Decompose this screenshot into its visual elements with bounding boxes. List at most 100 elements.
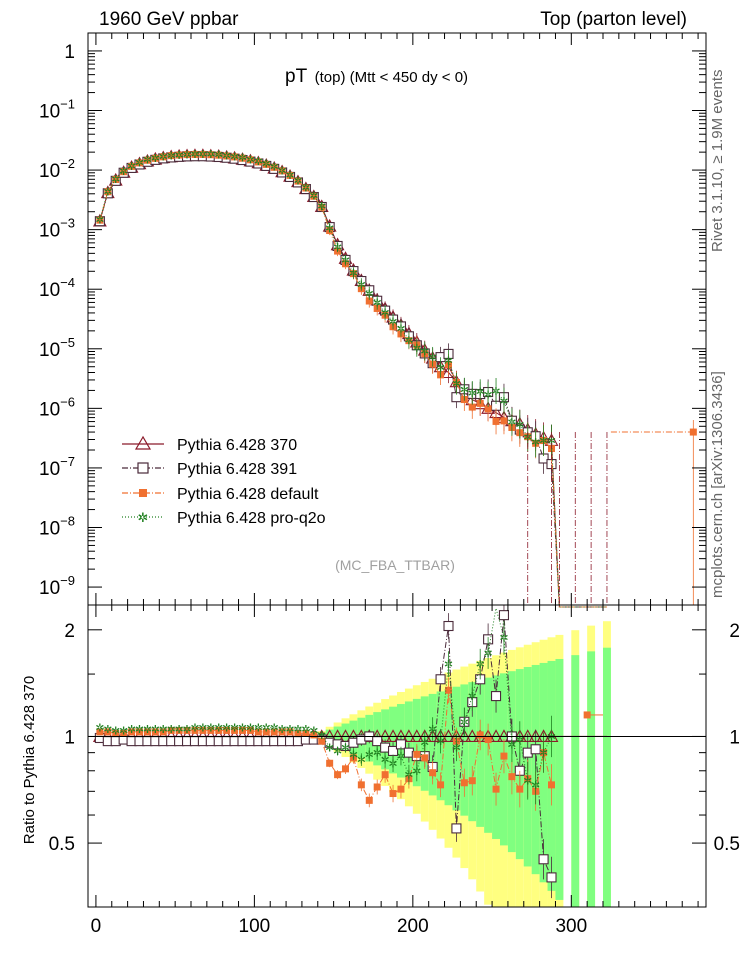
point-filled-square (231, 726, 239, 734)
ratio-tick-label: 1 (64, 727, 75, 748)
point-star: ✲ (412, 765, 421, 778)
point-filled-square (500, 752, 508, 760)
y-tick-label: 10−6 (39, 394, 75, 420)
point-star: ✲ (198, 148, 207, 161)
ratio-line-3 (99, 608, 552, 786)
point-star: ✲ (222, 149, 231, 162)
point-open-square (546, 872, 557, 883)
point-filled-square (413, 750, 421, 758)
default-far-point (610, 420, 697, 605)
point-star: ✲ (143, 154, 152, 167)
point-filled-square (381, 771, 389, 779)
point-filled-square (373, 783, 381, 791)
point-filled-square (365, 297, 373, 305)
point-filled-square (175, 726, 183, 734)
point-star: ✲ (357, 754, 366, 767)
point-star: ✲ (365, 287, 374, 300)
point-filled-square (508, 773, 516, 781)
point-filled-square (484, 405, 492, 413)
point-star: ✲ (531, 436, 540, 449)
legend-marker-triangle (134, 435, 152, 450)
point-star: ✲ (460, 383, 469, 396)
x-tick-label: 200 (397, 916, 429, 937)
stat-band (476, 679, 485, 827)
point-star: ✲ (357, 278, 366, 291)
point-filled-square (191, 150, 199, 158)
stat-band (428, 693, 437, 796)
point-filled-square (112, 729, 120, 737)
point-star: ✲ (285, 723, 294, 736)
y-tick-label: 10−7 (39, 454, 75, 480)
point-star: ✲ (135, 723, 144, 736)
point-star: ✲ (325, 222, 334, 235)
point-filled-square (112, 176, 120, 184)
point-star: ✲ (254, 721, 263, 734)
point-filled-square (151, 728, 159, 736)
point-star: ✲ (293, 723, 302, 736)
point-filled-square (476, 731, 484, 739)
point-filled-square (262, 160, 270, 168)
point-star: ✲ (111, 724, 120, 737)
point-filled-square (468, 777, 476, 785)
legend-label-q2o: Pythia 6.428 pro-q2o (177, 510, 326, 527)
point-filled-square (183, 726, 191, 734)
point-star: ✲ (468, 387, 477, 400)
point-filled-square (468, 403, 476, 411)
ratio-tick-label: 2 (64, 621, 75, 642)
point-star: ✲ (214, 149, 223, 162)
point-filled-square (286, 728, 294, 736)
point-star: ✲ (293, 174, 302, 187)
point-star: ✲ (507, 738, 516, 751)
series-line-2 (99, 153, 607, 608)
point-star: ✲ (484, 388, 493, 401)
point-filled-square (278, 728, 286, 736)
point-star: ✲ (325, 742, 334, 755)
rivet-label: Rivet 3.1.10, ≥ 1.9M events (709, 70, 726, 253)
point-star: ✲ (317, 200, 326, 213)
point-filled-square (104, 728, 112, 736)
point-star: ✲ (444, 354, 453, 367)
legend-item-default: Pythia 6.428 default (122, 486, 319, 503)
point-star: ✲ (230, 150, 239, 163)
point-star: ✲ (396, 750, 405, 763)
point-star: ✲ (246, 721, 255, 734)
point-star: ✲ (206, 148, 215, 161)
point-star: ✲ (278, 164, 287, 177)
point-star: ✲ (309, 189, 318, 202)
point-star: ✲ (151, 723, 160, 736)
point-star: ✲ (365, 748, 374, 761)
point-filled-square (199, 726, 207, 734)
point-filled-square (215, 726, 223, 734)
point-star: ✲ (484, 647, 493, 660)
point-filled-square (199, 150, 207, 158)
point-filled-square (128, 728, 136, 736)
point-star: ✲ (428, 723, 437, 736)
point-filled-square (492, 785, 500, 793)
point-star: ✲ (95, 213, 104, 226)
ratio-tick-label-right: 0.5 (714, 834, 740, 855)
point-star: ✲ (531, 779, 540, 792)
point-open-square (443, 620, 454, 632)
point-star: ✲ (309, 724, 318, 737)
point-star: ✲ (388, 316, 397, 329)
point-star: ✲ (333, 241, 342, 254)
legend-marker-filled-square (139, 489, 147, 497)
point-open-square (490, 691, 502, 702)
point-star: ✲ (341, 742, 350, 755)
point-star: ✲ (95, 721, 104, 734)
analysis-watermark: (MC_FBA_TTBAR) (335, 557, 455, 573)
point-triangle (441, 365, 456, 379)
plot-title-main: pT (285, 66, 308, 87)
point-star: ✲ (103, 723, 112, 736)
ratio-tick-label-right: 2 (729, 621, 740, 642)
point-filled-square (96, 216, 104, 224)
point-filled-square (357, 781, 365, 789)
stat-band (412, 698, 421, 787)
point-star: ✲ (238, 152, 247, 165)
point-star: ✲ (420, 345, 429, 358)
point-filled-square (231, 153, 239, 161)
point-star: ✲ (143, 723, 152, 736)
y-tick-label: 10−1 (39, 97, 75, 123)
series-line-1 (99, 155, 607, 608)
